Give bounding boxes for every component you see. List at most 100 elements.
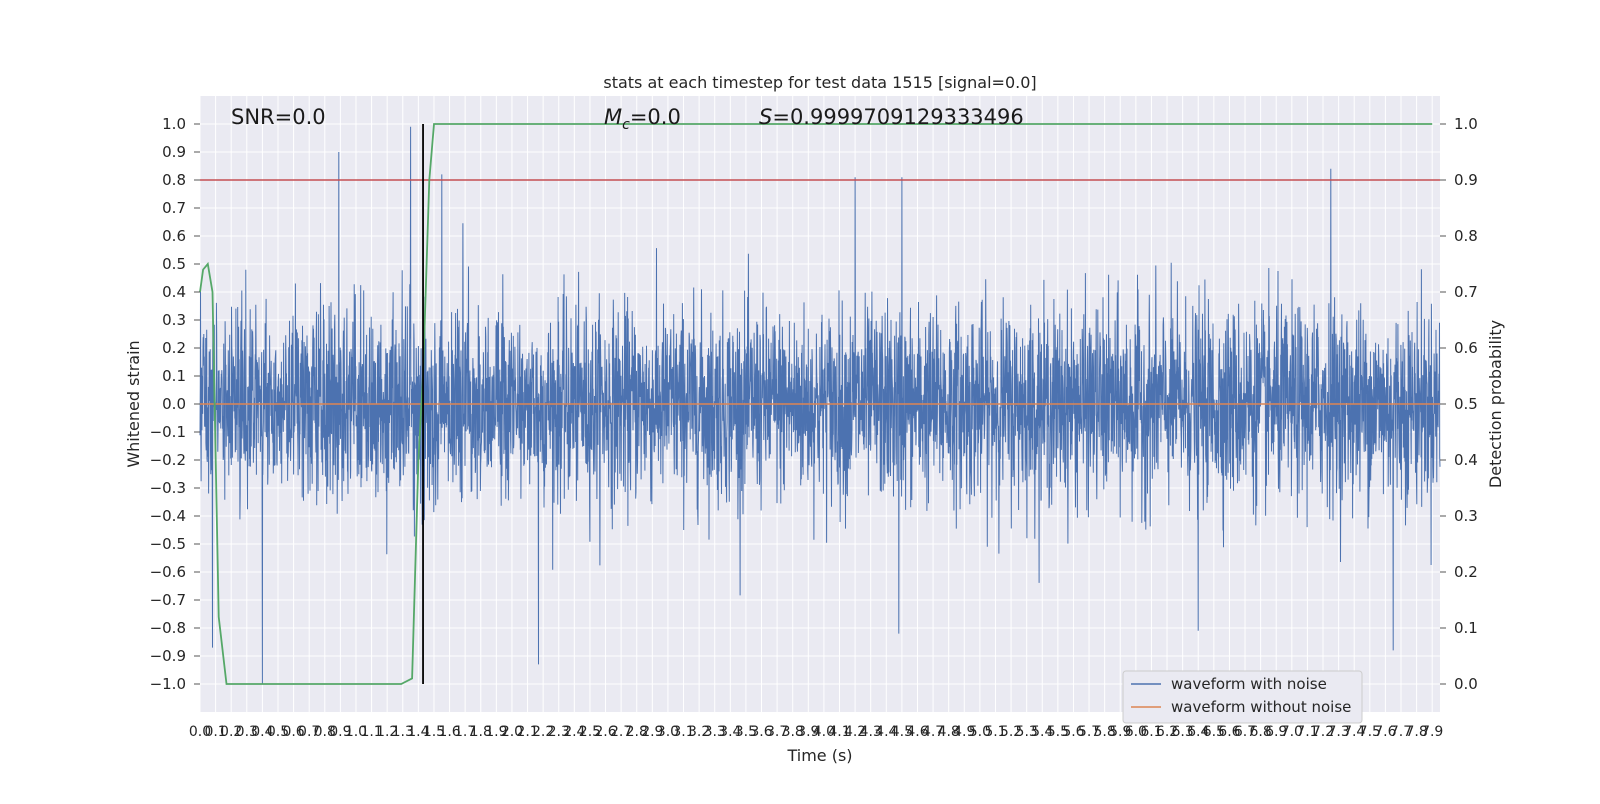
x-tick-label: 6.0	[1125, 724, 1147, 740]
x-tick-label: 5.3	[1016, 724, 1038, 740]
x-tick-label: 4.8	[938, 724, 960, 740]
lines-group	[199, 123, 1440, 685]
x-axis-label: Time (s)	[786, 746, 852, 765]
x-tick-label: 1.5	[423, 724, 445, 740]
y-tick-label-left: −0.3	[150, 479, 186, 497]
x-tick-label: 4.3	[860, 724, 882, 740]
x-tick-label: 7.2	[1312, 724, 1334, 740]
y-tick-label-right: 0.5	[1454, 395, 1478, 413]
y-tick-label-right: 0.9	[1454, 171, 1478, 189]
x-tick-label: 0.4	[251, 724, 273, 740]
x-tick-label: 3.9	[797, 724, 819, 740]
x-tick-label: 0.8	[314, 724, 336, 740]
y-tick-label-left: 0.7	[162, 199, 186, 217]
x-tick-label: 6.9	[1265, 724, 1287, 740]
x-tick-label: 4.4	[875, 724, 897, 740]
chart-title: stats at each timestep for test data 151…	[603, 73, 1036, 92]
y-tick-label-left: −0.7	[150, 591, 186, 609]
x-tick-label: 2.8	[626, 724, 648, 740]
snr-annotation: SNR=0.0	[231, 105, 326, 129]
legend: waveform with noise waveform without noi…	[1122, 670, 1363, 724]
y-tick-label-right: 0.6	[1454, 339, 1478, 357]
y-tick-label-right: 0.7	[1454, 283, 1478, 301]
detection-probability-line	[199, 123, 1433, 685]
x-tick-label: 4.2	[844, 724, 866, 740]
y-tick-label-right: 0.0	[1454, 675, 1478, 693]
y-tick-label-left: 0.6	[162, 227, 186, 245]
y-tick-label-left: 0.1	[162, 367, 186, 385]
x-tick-label: 6.3	[1172, 724, 1194, 740]
y-tick-label-right: 0.4	[1454, 451, 1478, 469]
y-tick-label-left: 0.4	[162, 283, 186, 301]
x-tick-label: 4.7	[922, 724, 944, 740]
x-tick-label: 7.3	[1327, 724, 1349, 740]
x-tick-label: 0.5	[267, 724, 289, 740]
x-tick-label: 7.4	[1343, 724, 1365, 740]
x-tick-label: 6.8	[1249, 724, 1271, 740]
x-tick-label: 6.2	[1156, 724, 1178, 740]
x-tick-label: 7.0	[1281, 724, 1303, 740]
y-tick-label-left: 0.2	[162, 339, 186, 357]
x-tick-label: 4.9	[953, 724, 975, 740]
x-tick-label: 3.6	[750, 724, 772, 740]
x-tick-label: 7.8	[1405, 724, 1427, 740]
x-tick-label: 2.9	[641, 724, 663, 740]
x-tick-label: 1.8	[470, 724, 492, 740]
y-tick-label-left: −0.5	[150, 535, 186, 553]
x-tick-label: 5.4	[1031, 724, 1053, 740]
y-tick-label-left: −0.6	[150, 563, 186, 581]
x-tick-label: 3.4	[719, 724, 741, 740]
x-tick-label: 0.7	[298, 724, 320, 740]
legend-box	[1122, 670, 1363, 724]
x-tick-label: 7.1	[1296, 724, 1318, 740]
x-tick-label: 0.1	[204, 724, 226, 740]
y-tick-label-right: 0.1	[1454, 619, 1478, 637]
x-tick-label: 2.7	[610, 724, 632, 740]
x-tick-label: 3.0	[657, 724, 679, 740]
x-tick-label: 1.4	[407, 724, 429, 740]
x-tick-label: 2.0	[501, 724, 523, 740]
x-tick-label: 5.6	[1062, 724, 1084, 740]
x-tick-label: 5.0	[969, 724, 991, 740]
x-tick-label: 5.8	[1094, 724, 1116, 740]
x-tick-label: 5.9	[1109, 724, 1131, 740]
x-tick-label: 5.7	[1078, 724, 1100, 740]
x-tick-label: 2.3	[548, 724, 570, 740]
x-tick-label: 2.1	[516, 724, 538, 740]
x-tick-label: 6.6	[1218, 724, 1240, 740]
x-tick-label: 5.5	[1047, 724, 1069, 740]
x-tick-label: 3.2	[688, 724, 710, 740]
y-tick-label-left: −0.4	[150, 507, 186, 525]
y-tick-label-left: 0.5	[162, 255, 186, 273]
x-tick-label: 1.6	[438, 724, 460, 740]
x-tick-label: 1.2	[376, 724, 398, 740]
x-tick-label: 7.5	[1359, 724, 1381, 740]
x-tick-label: 6.1	[1140, 724, 1162, 740]
x-tick-label: 2.2	[532, 724, 554, 740]
noise-series-group	[199, 126, 1441, 685]
x-tick-label: 4.0	[813, 724, 835, 740]
x-tick-label: 6.4	[1187, 724, 1209, 740]
x-tick-label: 3.7	[766, 724, 788, 740]
score-annotation: S=0.9999709129333496	[759, 105, 1024, 129]
x-tick-label: 4.1	[828, 724, 850, 740]
y-tick-label-left: −0.2	[150, 451, 186, 469]
y-tick-label-right: 1.0	[1454, 115, 1478, 133]
y-tick-label-left: 0.3	[162, 311, 186, 329]
y-tick-label-right: 0.3	[1454, 507, 1478, 525]
y-tick-label-left: −0.8	[150, 619, 186, 637]
x-tick-label: 3.8	[782, 724, 804, 740]
x-tick-label: 2.5	[579, 724, 601, 740]
x-tick-label: 3.1	[672, 724, 694, 740]
y-tick-label-left: 0.9	[162, 143, 186, 161]
x-tick-label: 7.9	[1421, 724, 1443, 740]
y-tick-label-left: 1.0	[162, 115, 186, 133]
x-tick-label: 0.0	[189, 724, 211, 740]
x-tick-label: 7.7	[1390, 724, 1412, 740]
x-tick-label: 5.1	[984, 724, 1006, 740]
x-tick-label: 0.3	[236, 724, 258, 740]
x-tick-label: 1.0	[345, 724, 367, 740]
y-tick-label-left: −1.0	[150, 675, 186, 693]
